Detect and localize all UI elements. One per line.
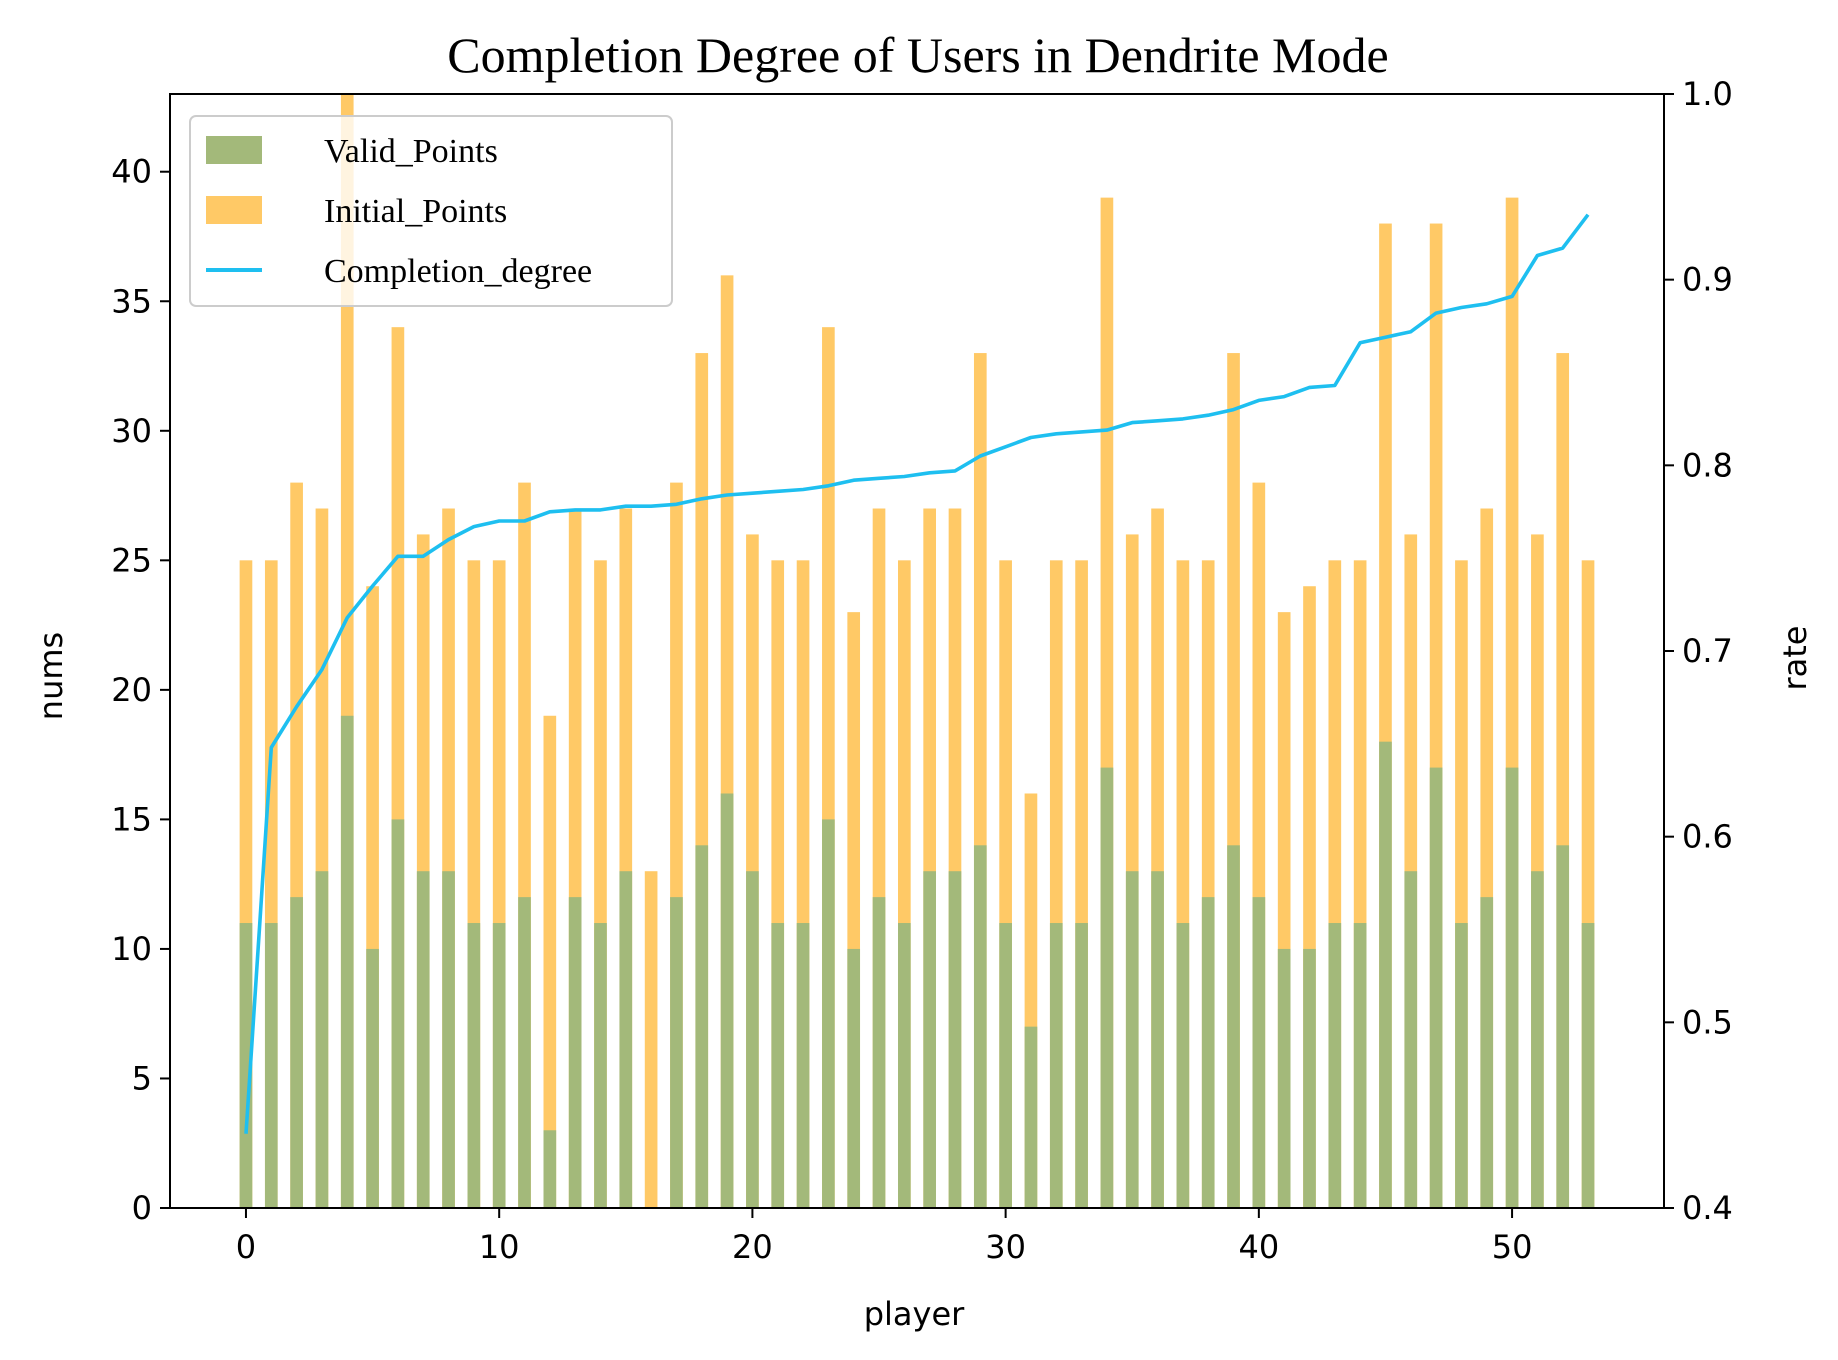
bar-valid-points (1201, 897, 1215, 1208)
bar-valid-points (973, 845, 987, 1208)
bars-layer (239, 94, 1595, 1209)
x-tick-label: 10 (479, 1228, 520, 1266)
y-tick-label: 20 (111, 671, 152, 709)
bar-valid-points (619, 871, 633, 1208)
bar-valid-points (1125, 871, 1139, 1208)
y-tick-label: 15 (111, 800, 152, 838)
y2-tick-label: 0.6 (1682, 818, 1733, 856)
y-tick-label: 0 (132, 1189, 152, 1227)
bar-valid-points (898, 923, 911, 1208)
bar-valid-points (771, 923, 785, 1208)
bar-valid-points (315, 871, 329, 1208)
bar-valid-points (594, 923, 607, 1208)
bar-valid-points (1049, 923, 1063, 1208)
bar-valid-points (1455, 923, 1468, 1208)
bar-valid-points (543, 1130, 557, 1208)
legend-swatch (206, 196, 262, 224)
bar-valid-points (1505, 767, 1519, 1208)
bar-valid-points (1252, 897, 1266, 1208)
bar-valid-points (670, 897, 683, 1208)
bar-valid-points (290, 897, 303, 1208)
completion-degree-line (244, 213, 1590, 1134)
bar-valid-points (1303, 948, 1316, 1208)
y-axis-label: nums (32, 632, 70, 720)
bar-valid-points (1531, 871, 1544, 1208)
bar-valid-points (391, 819, 405, 1208)
legend-box (189, 115, 673, 307)
bar-valid-points (467, 923, 481, 1208)
y-tick-label: 30 (111, 412, 152, 450)
y-tick-label: 35 (111, 282, 152, 320)
bar-initial-points (644, 871, 658, 1208)
bar-valid-points (796, 923, 810, 1208)
axes-layer: 0 10 20 30 40 50 0 5 10 15 20 25 30 35 40 0.4 0.5 0.6 0.7 0… (111, 75, 1733, 1266)
bar-valid-points (1075, 923, 1088, 1208)
bar-valid-points (1556, 845, 1570, 1208)
x-tick-label: 40 (1238, 1228, 1279, 1266)
bar-valid-points (948, 871, 962, 1208)
bar-valid-points (847, 948, 861, 1208)
y2-axis-label: rate (1776, 626, 1814, 691)
bar-valid-points (416, 871, 430, 1208)
bar-valid-points (746, 871, 759, 1208)
y2-tick-label: 1.0 (1682, 75, 1733, 113)
bar-valid-points (264, 923, 278, 1208)
y2-tick-label: 0.8 (1682, 446, 1733, 484)
bar-valid-points (1404, 871, 1418, 1208)
x-tick-label: 50 (1492, 1228, 1533, 1266)
bar-valid-points (442, 871, 455, 1208)
x-tick-label: 0 (236, 1228, 256, 1266)
bar-valid-points (999, 923, 1012, 1208)
y-tick-label: 5 (132, 1059, 152, 1097)
chart-title: Completion Degree of Users in Dendrite M… (447, 27, 1388, 83)
bar-valid-points (1151, 871, 1164, 1208)
legend: Valid_Points Initial_Points Completion_deg… (189, 115, 673, 307)
legend-label: Valid_Points (324, 133, 498, 170)
bar-valid-points (1328, 923, 1342, 1208)
x-axis-label: player (864, 1295, 965, 1333)
legend-label: Completion_degree (324, 253, 592, 290)
bar-valid-points (366, 948, 379, 1208)
bar-valid-points (1176, 923, 1190, 1208)
y2-tick-label: 0.9 (1682, 261, 1733, 299)
bar-valid-points (492, 923, 506, 1208)
bar-valid-points (923, 871, 936, 1208)
bar-valid-points (1353, 923, 1367, 1208)
y2-tick-label: 0.5 (1682, 1003, 1733, 1041)
bar-valid-points (1100, 767, 1114, 1208)
bar-valid-points (1379, 741, 1392, 1208)
bar-valid-points (518, 897, 531, 1208)
legend-label: Initial_Points (324, 193, 507, 230)
y2-tick-label: 0.7 (1682, 632, 1733, 670)
y2-tick-label: 0.4 (1682, 1189, 1733, 1227)
y-tick-label: 25 (111, 541, 152, 579)
bar-valid-points (720, 793, 734, 1208)
bar-valid-points (568, 897, 582, 1208)
line-layer (244, 213, 1590, 1134)
legend-swatch (206, 136, 262, 164)
bar-valid-points (1024, 1026, 1038, 1208)
bar-valid-points (872, 897, 886, 1208)
bar-valid-points (822, 819, 835, 1208)
x-tick-label: 30 (985, 1228, 1026, 1266)
bar-valid-points (1581, 923, 1595, 1208)
bar-valid-points (1429, 767, 1443, 1208)
bar-valid-points (1480, 897, 1494, 1208)
bar-valid-points (1227, 845, 1240, 1208)
y-tick-label: 40 (111, 153, 152, 191)
bar-valid-points (239, 923, 253, 1208)
bar-valid-points (695, 845, 709, 1208)
x-tick-label: 20 (732, 1228, 773, 1266)
bar-initial-points (543, 715, 557, 1208)
bar-valid-points (1277, 948, 1291, 1208)
y-tick-label: 10 (111, 930, 152, 968)
bar-valid-points (340, 715, 354, 1208)
